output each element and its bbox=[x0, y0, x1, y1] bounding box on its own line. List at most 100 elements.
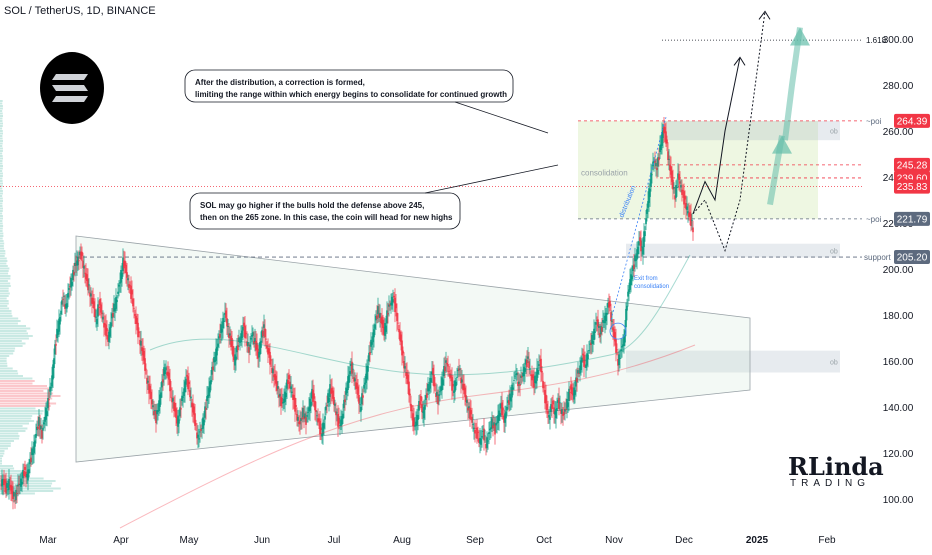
annotation-distribution-tail bbox=[454, 101, 549, 134]
volume-bar bbox=[0, 467, 15, 470]
candle-body bbox=[370, 339, 372, 347]
candle-body bbox=[258, 351, 260, 358]
volume-bar bbox=[0, 415, 33, 417]
candle-body bbox=[531, 375, 533, 381]
candle-body bbox=[549, 416, 551, 420]
annotation-bulls[interactable]: SOL may go higher if the bulls hold the … bbox=[189, 164, 559, 230]
candle-body bbox=[400, 334, 402, 342]
volume-bar bbox=[0, 490, 54, 492]
candle-body bbox=[180, 408, 182, 410]
candle-body bbox=[311, 388, 313, 399]
candle-body bbox=[168, 372, 170, 380]
candle-body bbox=[280, 396, 282, 407]
volume-bar bbox=[0, 260, 8, 262]
candle-body bbox=[373, 329, 375, 338]
candle-body bbox=[406, 372, 408, 379]
volume-bar bbox=[0, 135, 3, 137]
candle-body bbox=[169, 379, 171, 392]
candle-body bbox=[375, 316, 377, 321]
volume-bar bbox=[0, 317, 19, 320]
candle-body bbox=[328, 397, 330, 402]
candle-body bbox=[399, 331, 401, 341]
candle-body bbox=[43, 422, 45, 425]
candle-body bbox=[32, 452, 34, 455]
candle-body bbox=[628, 289, 630, 293]
candle-body bbox=[208, 387, 210, 397]
volume-bar bbox=[0, 340, 22, 342]
candle-body bbox=[691, 219, 693, 221]
candle-body bbox=[344, 399, 346, 403]
volume-bar bbox=[0, 172, 3, 175]
candle-body bbox=[294, 397, 296, 412]
candle-body bbox=[333, 397, 335, 406]
candle-body bbox=[3, 479, 5, 486]
distribution-line bbox=[610, 117, 667, 320]
price-tag-label: 239.60 bbox=[897, 173, 928, 184]
candle-body bbox=[17, 484, 19, 487]
candle-body bbox=[211, 366, 213, 375]
volume-bar bbox=[0, 287, 9, 290]
candle-body bbox=[39, 425, 41, 430]
volume-bar bbox=[0, 450, 5, 452]
candle-body bbox=[87, 278, 89, 291]
candle-body bbox=[404, 366, 406, 369]
candle-body bbox=[600, 325, 602, 335]
candle-body bbox=[500, 403, 502, 409]
symbol-title[interactable]: SOL / TetherUS, 1D, BINANCE bbox=[4, 5, 156, 17]
candle-body bbox=[49, 386, 51, 392]
price-tag bbox=[894, 179, 930, 194]
volume-bar bbox=[0, 445, 11, 447]
volume-bar bbox=[0, 310, 12, 312]
candle-body bbox=[633, 264, 635, 269]
candle-body bbox=[441, 377, 443, 391]
candle-body bbox=[30, 457, 32, 463]
candle-body bbox=[473, 427, 475, 430]
candle-body bbox=[450, 374, 452, 378]
candle-body bbox=[16, 492, 18, 494]
y-tick-label: 180.00 bbox=[883, 311, 914, 322]
y-tick-label: 200.00 bbox=[883, 265, 914, 276]
volume-bar bbox=[0, 162, 3, 165]
candle-body bbox=[349, 371, 351, 375]
candle-body bbox=[10, 484, 12, 491]
candle-body bbox=[47, 398, 49, 409]
candle-body bbox=[138, 331, 140, 333]
candle-body bbox=[457, 369, 459, 372]
candle-body bbox=[434, 384, 436, 386]
annotation-distribution[interactable]: After the distribution, a correction is … bbox=[184, 69, 549, 134]
candle-body bbox=[185, 378, 187, 385]
candle-body bbox=[324, 416, 326, 420]
brand-name: RLinda bbox=[788, 452, 884, 481]
candle-body bbox=[640, 240, 642, 252]
candle-body bbox=[242, 326, 244, 331]
candle-body bbox=[230, 335, 232, 348]
volume-bar bbox=[0, 202, 3, 205]
y-tick-label: 300.00 bbox=[883, 35, 914, 46]
candle-body bbox=[135, 316, 137, 324]
candle-body bbox=[151, 399, 153, 405]
candle-body bbox=[188, 382, 190, 384]
candle-body bbox=[418, 401, 420, 411]
candle-body bbox=[286, 379, 288, 389]
candle-body bbox=[62, 298, 64, 300]
volume-bar bbox=[0, 315, 13, 317]
candle-body bbox=[436, 391, 438, 396]
x-tick-label: Jun bbox=[254, 535, 270, 546]
volume-bar bbox=[0, 122, 3, 125]
candle-body bbox=[283, 398, 285, 403]
candle-body bbox=[149, 385, 151, 393]
candle-body bbox=[252, 332, 254, 336]
candle-body bbox=[72, 269, 74, 280]
projection-arrowhead-2 bbox=[758, 10, 771, 20]
volume-bar bbox=[0, 370, 18, 372]
volume-bar bbox=[0, 105, 3, 107]
candle-body bbox=[376, 315, 378, 319]
candle-body bbox=[85, 273, 87, 280]
candle-body bbox=[55, 344, 57, 346]
candle-body bbox=[288, 375, 290, 380]
volume-bar bbox=[0, 230, 3, 232]
candle-body bbox=[70, 277, 72, 288]
candle-body bbox=[685, 203, 687, 210]
